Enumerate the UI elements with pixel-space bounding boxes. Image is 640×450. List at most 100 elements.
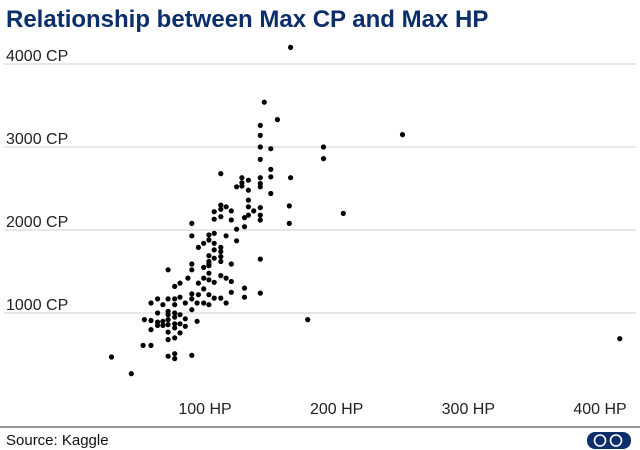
data-point [268,174,274,180]
data-point [241,285,248,291]
data-point [257,184,263,190]
data-point [320,144,327,150]
data-point [108,354,115,360]
data-point [140,342,146,348]
data-point [234,238,240,244]
data-point [211,216,217,222]
data-point [148,342,154,348]
data-point [172,325,178,331]
x-tick-label: 200 HP [310,401,363,418]
x-tick-label: 400 HP [573,401,626,418]
data-point [228,261,234,267]
data-point [201,240,207,246]
data-point [268,190,274,197]
data-point [211,240,217,246]
data-point [172,356,178,362]
data-point [195,244,201,250]
data-point [189,296,195,302]
data-point [257,290,263,296]
data-point [165,317,171,323]
data-point [201,300,207,306]
y-tick-label: 2000 CP [6,214,68,231]
data-point [228,289,234,295]
data-point [211,279,217,285]
data-point [172,310,178,316]
data-point [218,258,224,265]
data-point [251,208,257,214]
data-point [305,317,311,323]
data-point [172,283,178,289]
data-point [172,302,178,308]
data-point [189,291,195,297]
source-label: Source: Kaggle [6,432,109,449]
data-point [201,275,207,281]
data-point [155,296,161,302]
data-point [206,237,212,243]
y-axis-tick-labels: 1000 CP 2000 CP 3000 CP 4000 CP [6,48,68,314]
data-point [245,212,251,218]
data-point [182,316,188,322]
data-point [165,353,171,359]
data-point [239,175,245,181]
data-point [340,210,346,216]
data-point [148,317,154,324]
data-point [160,302,166,308]
data-point [189,261,195,267]
data-point [257,132,263,138]
data-point [182,323,188,329]
data-point [194,300,200,306]
data-point [211,230,217,236]
data-point [189,267,195,273]
data-point [189,220,195,226]
data-point [201,286,207,292]
chart-title: Relationship between Max CP and Max HP [6,6,488,33]
data-point [206,270,212,276]
data-point [268,146,274,152]
data-point [245,187,251,193]
x-tick-label: 300 HP [442,401,495,418]
data-point [172,351,178,357]
data-point [177,330,183,336]
data-point [257,256,263,262]
data-point [399,132,406,138]
data-point [239,183,245,189]
data-point [165,296,171,302]
data-point [257,122,263,128]
data-point [206,277,212,283]
data-point [195,280,201,286]
gridlines [4,63,636,314]
data-point [274,117,280,123]
x-axis-tick-labels: 100 HP 200 HP 300 HP 400 HP [178,401,626,418]
data-point [288,44,294,51]
data-point [218,254,224,260]
data-point [201,264,207,270]
data-point [257,144,263,150]
data-point [288,175,294,181]
go-logo-icon [587,432,631,449]
data-point [165,329,171,335]
data-point [160,318,166,324]
data-point [241,215,248,221]
data-point [228,208,234,214]
data-point [211,247,217,253]
data-point [211,209,217,215]
data-point [223,233,229,239]
data-point [148,300,154,306]
data-point [320,156,327,162]
data-point [172,335,178,341]
data-point [218,249,224,255]
data-point [211,255,217,261]
data-point [218,214,224,220]
data-point [160,322,166,328]
data-point [128,371,134,377]
data-point [189,352,195,358]
data-point [241,224,248,230]
data-points [108,44,623,377]
data-point [195,292,201,298]
data-point [155,322,161,328]
data-point [257,212,263,218]
data-point [172,296,178,302]
data-point [257,217,263,223]
data-point [189,233,195,239]
